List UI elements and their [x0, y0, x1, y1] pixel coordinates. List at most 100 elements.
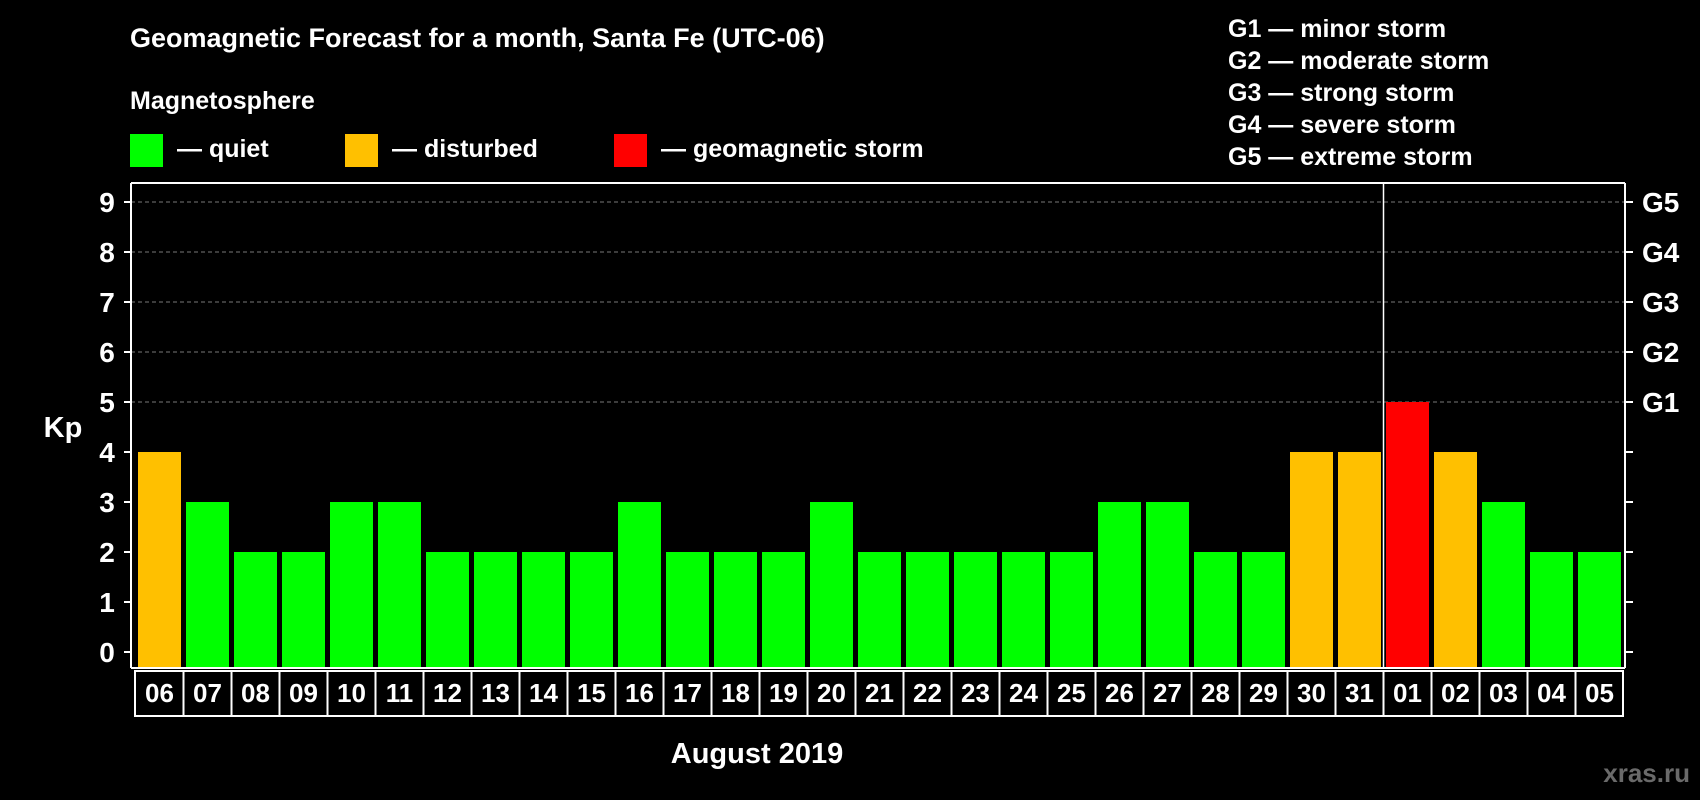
y-tick-label: 8 — [99, 237, 115, 268]
y-tick-label: 5 — [99, 387, 115, 418]
bar-30 — [1290, 452, 1333, 668]
bar-17 — [666, 552, 709, 668]
x-tick-label-24: 24 — [1009, 678, 1038, 708]
x-tick-label-23: 23 — [961, 678, 990, 708]
x-tick-label-27: 27 — [1153, 678, 1182, 708]
bar-08 — [234, 552, 277, 668]
y-tick-label: 2 — [99, 537, 115, 568]
x-tick-label-13: 13 — [481, 678, 510, 708]
y-axis-label: Kp — [44, 412, 83, 444]
bars — [138, 402, 1621, 668]
bar-07 — [186, 502, 229, 668]
x-tick-label-22: 22 — [913, 678, 942, 708]
x-tick-label-19: 19 — [769, 678, 798, 708]
bar-10 — [330, 502, 373, 668]
storm-scale-item: G5 — extreme storm — [1228, 143, 1473, 171]
x-axis-categories: 06 07 08 09 10 11 12 13 14 15 16 17 18 19 20 21 22 23 24 25… — [134, 670, 1624, 717]
storm-scale-legend: G1 — minor storm G2 — moderate storm G3 — … — [1228, 15, 1489, 171]
y-tick-label: 7 — [99, 287, 115, 318]
y-tick-label: 6 — [99, 337, 115, 368]
bar-18 — [714, 552, 757, 668]
x-tick-label-20: 20 — [817, 678, 846, 708]
x-tick-label-18: 18 — [721, 678, 750, 708]
x-tick-label-02: 02 — [1441, 678, 1470, 708]
storm-scale-item: G1 — minor storm — [1228, 15, 1446, 43]
x-tick-label-05: 05 — [1585, 678, 1614, 708]
x-tick-label-03: 03 — [1489, 678, 1518, 708]
x-tick-label-08: 08 — [241, 678, 270, 708]
x-tick-label-09: 09 — [289, 678, 318, 708]
x-tick-label-15: 15 — [577, 678, 606, 708]
bar-02 — [1434, 452, 1477, 668]
y-tick-label: 0 — [99, 637, 115, 668]
x-tick-label-11: 11 — [386, 678, 414, 708]
storm-level-label: G1 — [1642, 387, 1679, 418]
bar-04 — [1530, 552, 1573, 668]
bar-19 — [762, 552, 805, 668]
bar-05 — [1578, 552, 1621, 668]
bar-23 — [954, 552, 997, 668]
bar-13 — [474, 552, 517, 668]
bar-03 — [1482, 502, 1525, 668]
x-tick-label-04: 04 — [1537, 678, 1566, 708]
storm-level-label: G5 — [1642, 187, 1679, 218]
axes — [130, 182, 1626, 669]
bar-01 — [1386, 402, 1429, 668]
bar-24 — [1002, 552, 1045, 668]
x-tick-label-12: 12 — [433, 678, 462, 708]
bar-28 — [1194, 552, 1237, 668]
x-tick-label-26: 26 — [1105, 678, 1134, 708]
bar-29 — [1242, 552, 1285, 668]
bar-20 — [810, 502, 853, 668]
bar-25 — [1050, 552, 1093, 668]
legend-swatch — [614, 134, 647, 167]
legend: — quiet — disturbed — geomagnetic storm — [130, 134, 924, 167]
y-tick-label: 3 — [99, 487, 115, 518]
storm-level-label: G3 — [1642, 287, 1679, 318]
bar-12 — [426, 552, 469, 668]
legend-swatch — [345, 134, 378, 167]
x-tick-label-21: 21 — [865, 678, 894, 708]
legend-label: — quiet — [177, 135, 269, 163]
bar-31 — [1338, 452, 1381, 668]
x-tick-label-17: 17 — [673, 678, 702, 708]
x-tick-label-30: 30 — [1297, 678, 1326, 708]
legend-label: — disturbed — [392, 135, 538, 163]
legend-title: Magnetosphere — [130, 87, 315, 115]
x-tick-label-10: 10 — [337, 678, 366, 708]
y-tick-label: 9 — [99, 187, 115, 218]
storm-scale-item: G4 — severe storm — [1228, 111, 1456, 139]
storm-scale-item: G2 — moderate storm — [1228, 47, 1489, 75]
bar-21 — [858, 552, 901, 668]
bar-26 — [1098, 502, 1141, 668]
bar-16 — [618, 502, 661, 668]
watermark: xras.ru — [1603, 758, 1690, 788]
x-tick-label-07: 07 — [193, 678, 222, 708]
grid-lines — [131, 201, 1625, 403]
x-tick-label-06: 06 — [145, 678, 174, 708]
x-tick-label-31: 31 — [1345, 678, 1374, 708]
y-axis-ticks: 0 1 2 3 4 5 6 7 8 9 — [99, 187, 131, 668]
x-axis-label: August 2019 — [671, 738, 843, 770]
bar-22 — [906, 552, 949, 668]
storm-scale-item: G3 — strong storm — [1228, 79, 1454, 107]
chart-title: Geomagnetic Forecast for a month, Santa … — [130, 23, 825, 53]
x-tick-label-29: 29 — [1249, 678, 1278, 708]
x-tick-label-25: 25 — [1057, 678, 1086, 708]
bar-06 — [138, 452, 181, 668]
storm-axis-ticks: G1 G2 G3 G4 G5 — [1625, 187, 1680, 653]
x-tick-label-28: 28 — [1201, 678, 1230, 708]
bar-27 — [1146, 502, 1189, 668]
legend-label: — geomagnetic storm — [661, 135, 924, 163]
bar-09 — [282, 552, 325, 668]
bar-14 — [522, 552, 565, 668]
y-tick-label: 4 — [99, 437, 115, 468]
x-tick-label-14: 14 — [529, 678, 558, 708]
y-tick-label: 1 — [99, 587, 115, 618]
x-category-frame — [134, 670, 1624, 717]
x-tick-label-01: 01 — [1393, 678, 1422, 708]
legend-swatch — [130, 134, 163, 167]
x-tick-label-16: 16 — [625, 678, 654, 708]
bar-15 — [570, 552, 613, 668]
